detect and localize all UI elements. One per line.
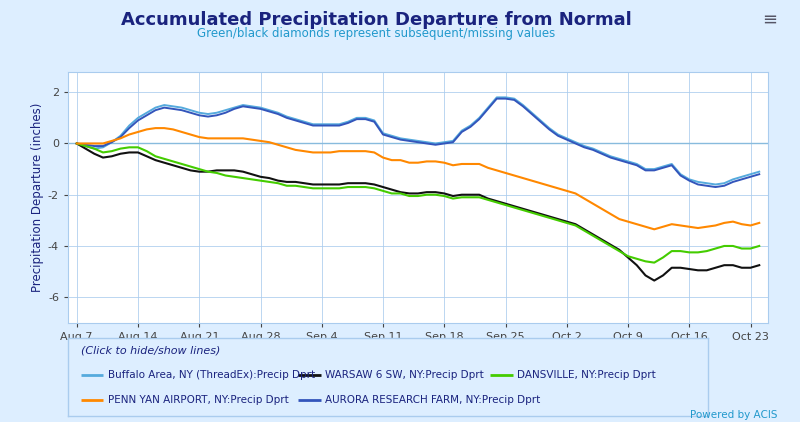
Text: Buffalo Area, NY (ThreadEx):Precip Dprt: Buffalo Area, NY (ThreadEx):Precip Dprt: [108, 370, 315, 380]
Y-axis label: Precipitation Departure (inches): Precipitation Departure (inches): [30, 103, 44, 292]
Text: Accumulated Precipitation Departure from Normal: Accumulated Precipitation Departure from…: [121, 11, 631, 29]
Text: ≡: ≡: [762, 11, 778, 29]
Text: PENN YAN AIRPORT, NY:Precip Dprt: PENN YAN AIRPORT, NY:Precip Dprt: [108, 395, 289, 405]
Text: WARSAW 6 SW, NY:Precip Dprt: WARSAW 6 SW, NY:Precip Dprt: [326, 370, 484, 380]
Text: Powered by ACIS: Powered by ACIS: [690, 410, 778, 420]
Text: DANSVILLE, NY:Precip Dprt: DANSVILLE, NY:Precip Dprt: [518, 370, 656, 380]
Text: AURORA RESEARCH FARM, NY:Precip Dprt: AURORA RESEARCH FARM, NY:Precip Dprt: [326, 395, 541, 405]
Text: Green/black diamonds represent subsequent/missing values: Green/black diamonds represent subsequen…: [197, 27, 555, 41]
Text: (Click to hide/show lines): (Click to hide/show lines): [81, 345, 220, 355]
